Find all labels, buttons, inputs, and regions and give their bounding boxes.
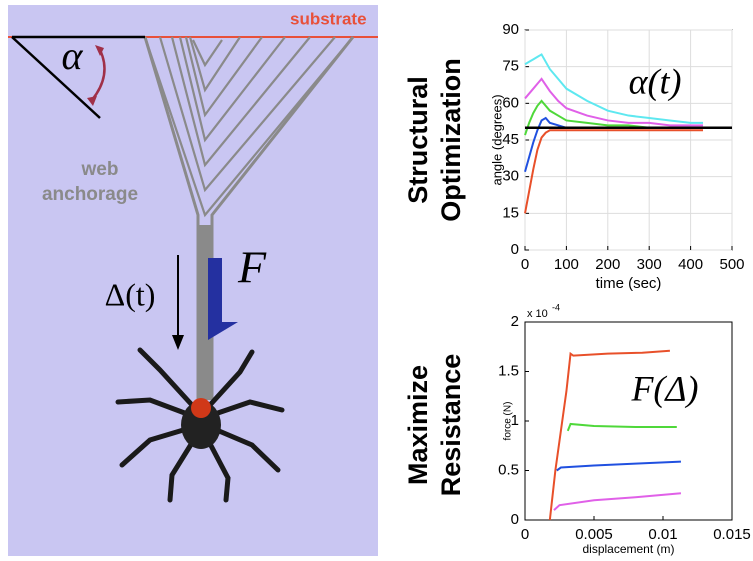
y-tick-label: 0 xyxy=(511,241,519,258)
y-tick-label: 1 xyxy=(511,412,519,429)
force-arrow xyxy=(208,258,238,340)
x-tick-label: 100 xyxy=(554,256,579,273)
plot-frame xyxy=(524,321,733,521)
y-tick-label: 45 xyxy=(502,131,519,148)
angle-symbol: α xyxy=(62,33,84,78)
x-tick-label: 0.015 xyxy=(713,526,751,543)
substrate-label: substrate xyxy=(290,9,367,28)
web-strand xyxy=(158,36,336,193)
x-tick-label: 0.01 xyxy=(648,526,677,543)
y-tick-label: 30 xyxy=(502,168,519,185)
leg xyxy=(207,349,255,408)
web-strand xyxy=(184,36,263,118)
x-tick-label: 400 xyxy=(678,256,703,273)
side-label: Optimization xyxy=(436,58,466,222)
anchorage-label: web xyxy=(81,159,119,180)
web-strand xyxy=(192,39,223,68)
angle-arc xyxy=(91,49,106,101)
y-axis-label: force (N) xyxy=(503,402,514,441)
y-tick-label: 75 xyxy=(502,58,519,75)
leg xyxy=(115,397,193,418)
side-label: Structural xyxy=(403,76,433,204)
leg xyxy=(119,425,193,468)
series-line xyxy=(566,422,677,432)
x-tick-label: 300 xyxy=(637,256,662,273)
spider-head xyxy=(191,398,211,418)
series-line xyxy=(548,349,670,521)
y-tick-label: 15 xyxy=(502,204,519,221)
x-axis-label: displacement (m) xyxy=(582,542,674,556)
y-tick-label: 1.5 xyxy=(498,362,519,379)
x-axis-label: time (sec) xyxy=(596,275,662,292)
x-tick-label: 500 xyxy=(719,256,744,273)
axis-multiplier-exponent: -4 xyxy=(552,302,560,312)
series-line xyxy=(556,460,681,472)
series-line xyxy=(524,77,704,127)
displacement-arrowhead xyxy=(172,335,184,350)
angle-arrowheads xyxy=(87,45,104,106)
x-tick-label: 0.005 xyxy=(575,526,613,543)
x-tick-label: 0 xyxy=(521,256,529,273)
angle-leg xyxy=(11,36,101,119)
diagram-background xyxy=(8,5,378,556)
y-axis-label: angle (degrees) xyxy=(489,94,504,185)
axis-multiplier: x 10 xyxy=(527,308,548,320)
y-tick-label: 90 xyxy=(502,21,519,38)
annotation: α(t) xyxy=(629,61,682,101)
leg xyxy=(167,435,198,503)
side-label: Maximize xyxy=(403,365,433,485)
force-label: F xyxy=(237,242,267,293)
y-tick-label: 2 xyxy=(511,313,519,330)
annotation: F(Δ) xyxy=(630,368,698,408)
web-strand xyxy=(178,36,286,143)
leg xyxy=(137,347,195,408)
y-tick-label: 0.5 xyxy=(498,461,519,478)
web-strand xyxy=(143,36,354,218)
displacement-label: Δ(t) xyxy=(105,276,156,312)
leg xyxy=(209,399,285,418)
leg xyxy=(204,435,231,503)
x-tick-label: 0 xyxy=(521,526,529,543)
spider-body xyxy=(181,401,221,449)
web-strand xyxy=(188,36,241,93)
x-tick-label: 200 xyxy=(595,256,620,273)
anchorage-label: anchorage xyxy=(42,184,138,205)
leg xyxy=(209,425,281,473)
y-tick-label: 60 xyxy=(502,94,519,111)
side-label: Resistance xyxy=(436,354,466,497)
web-strand xyxy=(170,36,311,168)
spider-legs xyxy=(115,347,285,503)
y-tick-label: 0 xyxy=(511,511,519,528)
series-line xyxy=(524,129,704,214)
series-line xyxy=(553,492,682,511)
series-line xyxy=(524,53,704,124)
